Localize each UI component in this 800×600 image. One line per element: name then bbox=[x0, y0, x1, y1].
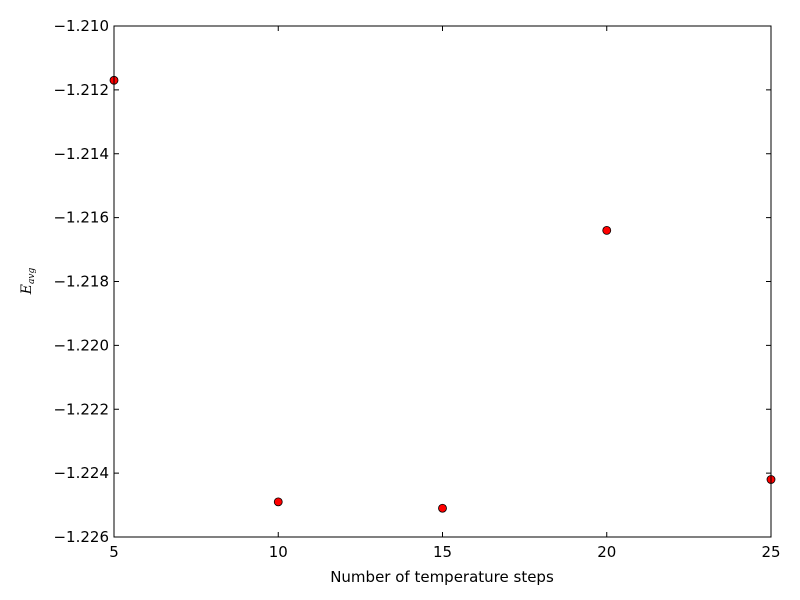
x-tick-label: 15 bbox=[433, 543, 452, 561]
y-tick-label: −1.210 bbox=[53, 17, 109, 35]
data-point bbox=[602, 225, 612, 235]
data-point bbox=[273, 497, 283, 507]
plot-frame bbox=[113, 25, 772, 538]
data-points bbox=[109, 75, 776, 513]
y-tick-label: −1.214 bbox=[53, 145, 109, 163]
x-tick-label: 10 bbox=[269, 543, 288, 561]
x-tick-label: 25 bbox=[761, 543, 780, 561]
svg-text:Eavg: Eavg bbox=[19, 268, 37, 296]
y-tick-label: −1.224 bbox=[53, 464, 109, 482]
x-tick-label: 5 bbox=[109, 543, 119, 561]
tick-layer: 5 10 15 20 25 −1.226 −1.224 −1.222 −1.220 −1.218 −… bbox=[53, 17, 780, 561]
y-axis-title-main: E bbox=[19, 284, 35, 295]
y-axis-title-subscript: avg bbox=[27, 268, 37, 284]
x-axis-title: Number of temperature steps bbox=[330, 568, 554, 586]
y-tick-label: −1.222 bbox=[53, 400, 109, 418]
y-tick-label: −1.212 bbox=[53, 81, 109, 99]
y-tick-label: −1.220 bbox=[53, 336, 109, 354]
x-tick-label: 20 bbox=[597, 543, 616, 561]
y-tick-label: −1.226 bbox=[53, 528, 109, 546]
y-axis-title: Eavg bbox=[19, 268, 37, 296]
y-tick-label: −1.216 bbox=[53, 209, 109, 227]
data-point bbox=[438, 503, 447, 513]
y-tick-label: −1.218 bbox=[53, 273, 109, 291]
